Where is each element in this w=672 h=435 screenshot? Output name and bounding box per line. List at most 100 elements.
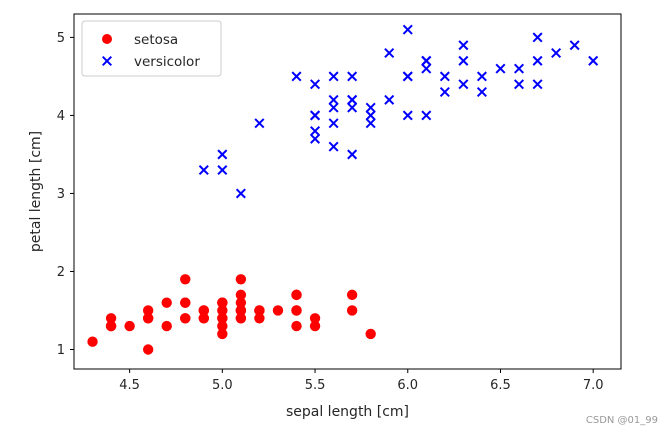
data-point-setosa bbox=[161, 297, 172, 308]
data-point-setosa bbox=[124, 320, 135, 332]
data-point-versicolor bbox=[588, 55, 599, 66]
data-point-versicolor bbox=[384, 48, 395, 59]
data-point-versicolor bbox=[310, 133, 321, 144]
data-point-setosa bbox=[180, 313, 191, 324]
x-tick-label: 7.0 bbox=[583, 378, 604, 393]
data-point-versicolor bbox=[532, 32, 543, 43]
data-point-versicolor bbox=[328, 102, 339, 113]
data-point-setosa bbox=[235, 274, 247, 285]
data-point-setosa bbox=[235, 297, 247, 308]
data-point-versicolor bbox=[347, 149, 358, 160]
data-point-setosa bbox=[105, 313, 117, 324]
data-point-versicolor bbox=[421, 110, 432, 121]
legend: setosa versicolor bbox=[81, 20, 222, 77]
data-point-versicolor bbox=[365, 118, 376, 129]
data-point-setosa bbox=[309, 320, 321, 332]
data-point-versicolor bbox=[495, 63, 506, 74]
data-point-setosa bbox=[365, 328, 376, 340]
data-point-setosa bbox=[142, 305, 154, 316]
data-point-versicolor bbox=[384, 94, 395, 105]
data-point-versicolor bbox=[235, 188, 246, 199]
data-point-setosa bbox=[291, 289, 302, 301]
data-point-setosa bbox=[291, 320, 302, 332]
data-point-setosa bbox=[309, 313, 321, 324]
data-point-versicolor bbox=[532, 79, 543, 90]
data-point-versicolor bbox=[217, 149, 228, 160]
watermark: CSDN @01_99 bbox=[585, 415, 658, 426]
plot-frame bbox=[73, 13, 622, 370]
data-point-versicolor bbox=[198, 165, 209, 176]
data-point-versicolor bbox=[421, 55, 432, 66]
y-tick-label: 5 bbox=[57, 31, 65, 46]
data-point-setosa bbox=[346, 289, 358, 301]
data-point-setosa bbox=[217, 297, 228, 308]
data-point-versicolor bbox=[402, 110, 413, 121]
data-point-setosa bbox=[180, 274, 191, 285]
data-point-setosa bbox=[142, 313, 154, 324]
data-point-versicolor bbox=[365, 102, 376, 113]
data-point-setosa bbox=[142, 344, 154, 355]
data-point-setosa bbox=[235, 289, 247, 301]
data-point-setosa bbox=[87, 336, 98, 347]
x-axis-label: sepal length [cm] bbox=[286, 404, 409, 420]
data-point-setosa bbox=[217, 313, 228, 324]
data-point-setosa bbox=[161, 320, 172, 332]
data-point-versicolor bbox=[458, 55, 469, 66]
data-point-versicolor bbox=[402, 24, 413, 35]
data-point-versicolor bbox=[476, 87, 487, 98]
data-point-versicolor bbox=[569, 40, 580, 51]
data-point-versicolor bbox=[402, 71, 413, 82]
data-point-versicolor bbox=[439, 87, 450, 98]
data-point-setosa bbox=[254, 313, 265, 324]
data-point-versicolor bbox=[291, 71, 302, 82]
data-point-versicolor bbox=[328, 141, 339, 152]
y-tick-label: 1 bbox=[57, 343, 65, 358]
data-point-setosa bbox=[235, 313, 247, 324]
data-point-versicolor bbox=[254, 118, 265, 129]
data-point-setosa bbox=[235, 305, 247, 316]
data-point-setosa bbox=[346, 305, 358, 316]
x-axis-ticks: 4.5 5.0 5.5 6.0 6.5 7.0 bbox=[119, 369, 604, 393]
x-tick-label: 5.5 bbox=[305, 378, 326, 393]
data-point-versicolor bbox=[476, 71, 487, 82]
y-axis-ticks: 1 2 3 4 5 bbox=[57, 31, 74, 358]
legend-marker-versicolor bbox=[101, 55, 113, 67]
y-tick-label: 4 bbox=[57, 109, 65, 124]
data-point-versicolor bbox=[310, 126, 321, 137]
data-point-setosa bbox=[180, 297, 191, 308]
data-point-versicolor bbox=[328, 71, 339, 82]
data-point-setosa bbox=[217, 328, 228, 340]
data-point-setosa bbox=[291, 305, 302, 316]
data-point-versicolor bbox=[514, 79, 525, 90]
legend-label-setosa: setosa bbox=[134, 32, 178, 48]
data-point-versicolor bbox=[365, 110, 376, 121]
data-point-setosa bbox=[198, 305, 209, 316]
data-point-versicolor bbox=[347, 94, 358, 105]
y-tick-label: 3 bbox=[57, 187, 65, 202]
data-point-versicolor bbox=[328, 94, 339, 105]
x-tick-label: 5.0 bbox=[212, 378, 233, 393]
legend-marker-setosa bbox=[102, 34, 112, 44]
data-point-versicolor bbox=[347, 102, 358, 113]
legend-label-versicolor: versicolor bbox=[134, 54, 200, 70]
data-point-versicolor bbox=[551, 48, 562, 59]
data-point-setosa bbox=[217, 320, 228, 332]
x-tick-label: 4.5 bbox=[119, 378, 140, 393]
y-tick-label: 2 bbox=[57, 265, 65, 280]
data-point-versicolor bbox=[310, 79, 321, 90]
data-point-setosa bbox=[217, 305, 228, 316]
data-point-versicolor bbox=[514, 63, 525, 74]
data-points bbox=[87, 24, 599, 355]
data-point-setosa bbox=[272, 305, 284, 316]
y-axis-label: petal length [cm] bbox=[28, 131, 44, 252]
data-point-versicolor bbox=[439, 71, 450, 82]
data-point-versicolor bbox=[217, 165, 228, 176]
data-point-versicolor bbox=[458, 79, 469, 90]
x-tick-label: 6.5 bbox=[490, 378, 511, 393]
data-point-versicolor bbox=[458, 40, 469, 51]
x-tick-label: 6.0 bbox=[397, 378, 418, 393]
data-point-setosa bbox=[105, 320, 117, 332]
legend-box bbox=[81, 20, 222, 77]
data-point-versicolor bbox=[532, 55, 543, 66]
